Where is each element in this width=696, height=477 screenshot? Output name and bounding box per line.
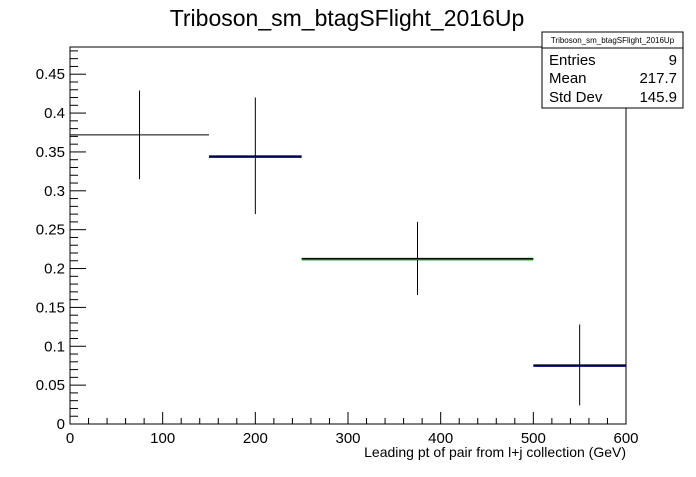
x-tick-label: 300 <box>335 430 360 447</box>
x-tick-label: 0 <box>66 430 74 447</box>
stats-mean-label: Mean <box>549 70 587 87</box>
y-tick-label: 0.05 <box>36 377 65 394</box>
x-tick-label: 100 <box>150 430 175 447</box>
y-tick-label: 0.45 <box>36 66 65 83</box>
y-axis: 0 0.05 0.1 0.15 0.2 0.25 0.3 0.35 0.4 0.45 <box>36 50 86 433</box>
y-tick-label: 0.2 <box>44 261 65 278</box>
data-bin <box>70 90 209 180</box>
y-tick-label: 0.25 <box>36 222 65 239</box>
stats-mean-value: 217.7 <box>639 70 677 87</box>
x-tick-label: 600 <box>613 430 638 447</box>
y-tick-label: 0.1 <box>44 338 65 355</box>
data-bin <box>533 324 626 406</box>
x-tick-label: 500 <box>521 430 546 447</box>
data-bins <box>70 90 626 406</box>
y-tick-label: 0.35 <box>36 144 65 161</box>
stats-entries-label: Entries <box>549 52 596 69</box>
x-tick-label: 400 <box>428 430 453 447</box>
stats-entries-value: 9 <box>669 52 677 69</box>
stats-box-title: Triboson_sm_btagSFlight_2016Up <box>551 36 675 45</box>
data-bin <box>301 221 534 295</box>
data-bin <box>209 97 302 215</box>
stats-stddev-value: 145.9 <box>639 89 677 106</box>
stats-box: Triboson_sm_btagSFlight_2016Up Entries 9… <box>541 31 684 109</box>
y-tick-label: 0.3 <box>44 183 65 200</box>
x-tick-label: 200 <box>243 430 268 447</box>
x-axis: 0 100 200 300 400 500 600 <box>66 412 639 447</box>
stats-box-frame <box>541 31 684 109</box>
stats-stddev-label: Std Dev <box>549 89 603 106</box>
chart-title: Triboson_sm_btagSFlight_2016Up <box>170 5 525 31</box>
x-axis-label: Leading pt of pair from l+j collection (… <box>364 444 626 460</box>
y-tick-label: 0.4 <box>44 105 65 122</box>
y-tick-label: 0 <box>57 416 65 433</box>
y-tick-label: 0.15 <box>36 299 65 316</box>
